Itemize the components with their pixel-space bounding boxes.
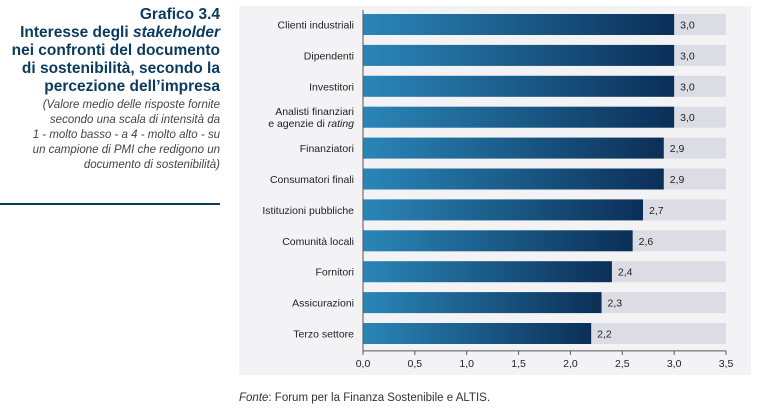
subtitle-line: un campione di PMI che redigono un [32,144,220,156]
title-line: di sostenibilità, secondo la [21,60,220,77]
bar [363,230,633,252]
source-text: : Forum per la Finanza Sostenibile e ALT… [268,392,491,404]
figure-caption: Grafico 3.4 Interesse degli stakeholder n… [0,6,220,173]
bar-value-label: 2,7 [649,205,664,217]
category-label: Terzo settore [293,329,354,341]
bar [363,106,675,128]
category-label: Consumatori finali [270,174,354,186]
bar-value-label: 2,2 [597,329,612,341]
bar-value-label: 2,3 [608,298,623,310]
bar-value-label: 2,9 [670,143,685,155]
subtitle-line: 1 - molto basso - a 4 - molto alto - su [32,129,220,141]
bar [363,168,664,190]
bar [363,44,675,66]
figure-number: Grafico 3.4 [139,6,220,23]
x-tick-label: 0,0 [356,358,371,370]
chart-panel [239,6,751,375]
caption-divider [0,203,220,205]
title-line: nei confronti del documento [11,42,220,59]
x-tick-label: 0,5 [408,358,423,370]
x-tick-label: 3,0 [667,358,682,370]
category-label: Finanziatori [300,143,354,155]
category-label: Clienti industriali [278,20,354,32]
source-prefix: Fonte [239,392,269,404]
bar [363,323,592,344]
category-label: Investitori [309,81,354,93]
bar-value-label: 2,6 [639,236,654,248]
x-tick-label: 3,5 [719,358,734,370]
subtitle-line: secondo una scala di intensità da [49,114,220,126]
figure-subtitle: (Valore medio delle risposte fornite seco… [0,98,220,173]
figure-title: Interesse degli stakeholder nei confronti… [0,24,220,96]
category-label: Assicurazioni [292,298,354,310]
subtitle-line: (Valore medio delle risposte fornite [42,99,220,111]
bar-value-label: 3,0 [680,112,695,124]
bar [363,75,675,97]
bar [363,292,602,314]
category-label: Dipendenti [304,50,354,62]
category-label: Comunità locali [282,236,354,248]
bar [363,261,612,283]
category-label: Istituzioni pubbliche [262,205,354,217]
category-label: Fornitori [315,267,354,279]
x-tick-label: 2,5 [615,358,630,370]
bar-value-label: 3,0 [680,20,695,32]
x-tick-label: 2,0 [563,358,578,370]
title-line: Interesse degli stakeholder [20,24,220,41]
bar [363,14,675,35]
bar [363,137,664,159]
x-tick-label: 1,0 [459,358,474,370]
bar-chart: 3,0 Clienti industriali 3,0 Dipendenti 3,0 In… [262,10,734,370]
title-line: percezione dell’impresa [44,78,220,95]
category-label: Analisti finanziari [275,106,354,118]
x-tick-label: 1,5 [511,358,526,370]
category-label: e agenzie di rating [268,118,354,130]
bar-value-label: 3,0 [680,81,695,93]
bar-value-label: 2,9 [670,174,685,186]
source-note: Fonte: Forum per la Finanza Sostenibile … [239,392,490,404]
bar-value-label: 2,4 [618,267,633,279]
bar [363,199,644,221]
bar-value-label: 3,0 [680,50,695,62]
subtitle-line: documento di sostenibilità) [83,159,220,171]
